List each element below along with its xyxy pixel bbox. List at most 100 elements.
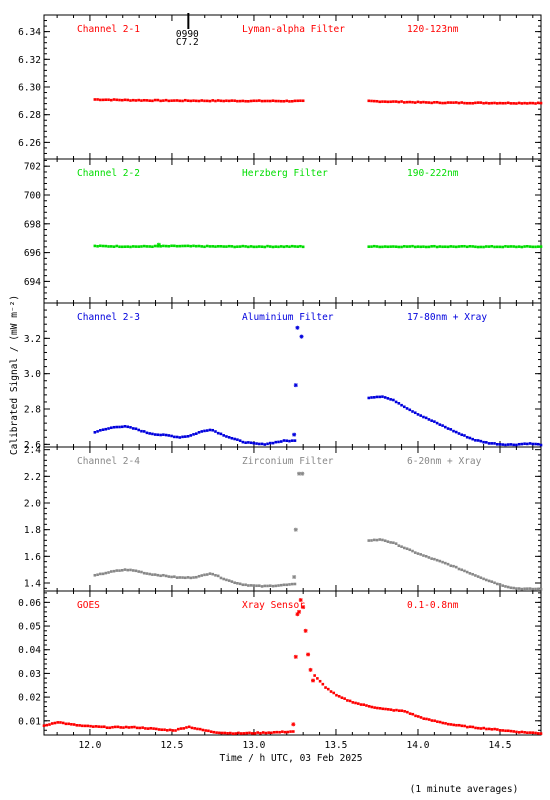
y-tick-label: 0.03: [18, 669, 41, 680]
data-point: [457, 101, 461, 105]
data-point: [430, 245, 433, 248]
data-point: [118, 245, 121, 249]
data-point: [531, 587, 535, 591]
data-point: [441, 245, 444, 249]
data-point: [255, 245, 258, 249]
data-point: [184, 576, 187, 580]
data-point: [495, 442, 499, 446]
data-point: [539, 245, 543, 248]
data-point: [515, 443, 518, 447]
data-point: [383, 396, 387, 399]
data-point: [506, 245, 510, 248]
data-point: [100, 725, 103, 729]
data-point: [102, 725, 106, 729]
data-point: [359, 703, 363, 706]
data-point: [430, 719, 434, 722]
data-point: [454, 101, 458, 104]
data-point: [403, 101, 406, 104]
data-point: [277, 440, 280, 444]
data-point: [258, 99, 261, 102]
data-point: [134, 569, 138, 573]
data-point: [324, 686, 327, 689]
data-point: [120, 98, 124, 102]
y-tick-label: 3.2: [24, 334, 41, 345]
data-point: [258, 584, 261, 587]
data-point: [375, 99, 379, 103]
data-point: [227, 436, 231, 439]
data-point: [258, 442, 261, 446]
data-point: [144, 727, 147, 730]
data-point: [332, 691, 336, 695]
data-point: [292, 730, 295, 733]
data-point: [370, 99, 373, 103]
data-point: [495, 245, 499, 249]
data-point: [137, 428, 141, 432]
data-point: [227, 244, 231, 248]
panel-filter-label: Lyman-alpha Filter: [242, 24, 345, 35]
data-point: [129, 568, 132, 572]
data-point: [192, 576, 195, 579]
data-point: [141, 726, 144, 729]
data-point: [244, 583, 247, 587]
data-point: [186, 244, 190, 248]
y-tick-label: 2.8: [24, 405, 41, 416]
data-point: [416, 100, 420, 104]
data-point: [476, 245, 480, 249]
data-point: [444, 245, 447, 249]
data-point: [536, 732, 540, 735]
data-point: [435, 421, 439, 425]
data-point: [539, 101, 543, 105]
data-point: [452, 564, 455, 568]
data-point: [233, 245, 236, 249]
data-point: [316, 677, 319, 680]
data-point: [482, 726, 486, 730]
data-point: [504, 245, 507, 248]
data-point: [433, 101, 436, 104]
data-point: [520, 102, 524, 105]
data-point: [346, 699, 349, 702]
data-point: [151, 99, 154, 103]
data-point: [159, 99, 162, 103]
data-point: [471, 437, 474, 441]
data-point: [175, 435, 179, 439]
data-point: [531, 731, 535, 734]
data-point: [433, 557, 436, 561]
data-point: [145, 572, 149, 575]
data-point: [111, 725, 114, 729]
data-point: [229, 731, 232, 735]
data-point: [288, 583, 291, 586]
data-point: [126, 568, 130, 572]
data-point: [198, 727, 202, 731]
data-point: [212, 730, 216, 734]
data-point: [249, 584, 253, 587]
data-point: [236, 582, 239, 585]
y-tick-label: 0.01: [18, 716, 41, 727]
data-point: [140, 245, 143, 248]
data-point: [372, 99, 376, 103]
y-tick-label: 702: [24, 162, 41, 173]
data-point: [219, 432, 223, 436]
data-point: [367, 245, 371, 248]
data-point: [485, 245, 488, 248]
data-point: [107, 98, 110, 102]
data-point: [389, 100, 392, 104]
data-point: [196, 727, 199, 731]
data-point: [185, 726, 188, 729]
data-point: [122, 726, 125, 729]
data-point: [416, 715, 420, 718]
data-point: [400, 245, 403, 249]
data-point: [386, 708, 390, 711]
data-point: [435, 558, 439, 562]
data-point: [258, 245, 261, 248]
data-point: [285, 245, 289, 248]
data-point: [222, 245, 225, 248]
data-point: [471, 572, 474, 576]
data-point: [449, 723, 453, 726]
data-point: [318, 679, 322, 683]
data-point: [403, 245, 406, 248]
data-point: [493, 581, 496, 585]
data-point: [413, 101, 417, 104]
data-point: [222, 577, 225, 581]
data-point: [164, 244, 168, 248]
data-point: [354, 701, 357, 705]
